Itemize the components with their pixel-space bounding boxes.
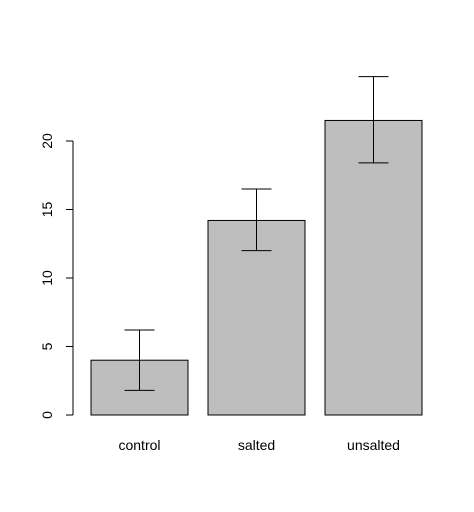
- y-tick-label: 5: [39, 342, 55, 350]
- y-tick-label: 0: [39, 411, 55, 419]
- bar-unsalted: [324, 119, 423, 416]
- y-axis: 0 5 10 15 20: [39, 133, 74, 419]
- y-tick-label: 10: [39, 270, 55, 286]
- category-label-salted: salted: [238, 437, 275, 453]
- bar-salted: [207, 219, 306, 416]
- y-tick-label: 15: [39, 202, 55, 218]
- error-bars: [124, 76, 389, 391]
- category-labels: control salted unsalted: [118, 437, 399, 453]
- bars: [90, 119, 423, 416]
- category-label-control: control: [118, 437, 160, 453]
- y-tick-label: 20: [39, 133, 55, 149]
- category-label-unsalted: unsalted: [347, 437, 400, 453]
